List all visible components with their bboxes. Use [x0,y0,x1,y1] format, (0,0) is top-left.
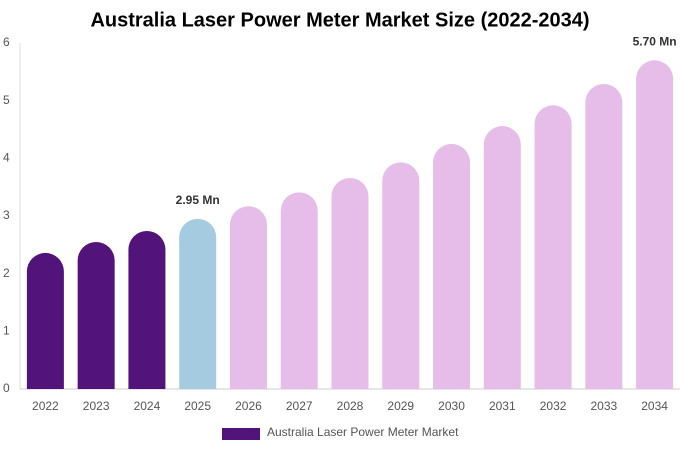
x-tick-label: 2030 [438,399,465,413]
bar [585,83,623,389]
x-tick-label: 2022 [32,399,59,413]
x-tick-label: 2023 [83,399,110,413]
bar [483,126,521,389]
legend-swatch [222,428,260,440]
value-label: 2.95 Mn [176,193,220,207]
x-tick-label: 2028 [337,399,364,413]
x-tick-label: 2025 [184,399,211,413]
chart-title: Australia Laser Power Meter Market Size … [90,9,589,31]
bar [636,60,674,390]
legend-label: Australia Laser Power Meter Market [267,425,459,439]
bar [229,206,267,389]
x-tick-label: 2034 [641,399,668,413]
x-tick-label: 2026 [235,399,262,413]
y-tick-label: 3 [3,208,10,222]
value-label: 5.70 Mn [633,34,677,48]
bar [382,162,420,389]
bar [26,252,64,389]
bar [433,143,471,389]
x-tick-label: 2029 [387,399,414,413]
y-tick-label: 1 [3,324,10,338]
x-tick-label: 2027 [286,399,313,413]
bar [331,177,369,389]
bar [77,241,115,389]
y-tick-label: 0 [3,381,10,395]
x-tick-label: 2031 [489,399,516,413]
y-tick-label: 2 [3,266,10,280]
y-tick-label: 4 [3,151,10,165]
x-tick-label: 2032 [540,399,567,413]
x-tick-label: 2033 [590,399,617,413]
x-tick-label: 2024 [134,399,161,413]
bar [534,105,572,389]
bar [179,218,217,389]
y-tick-label: 5 [3,93,10,107]
bar [128,230,166,389]
y-tick-label: 6 [3,35,10,49]
bar [280,192,318,389]
